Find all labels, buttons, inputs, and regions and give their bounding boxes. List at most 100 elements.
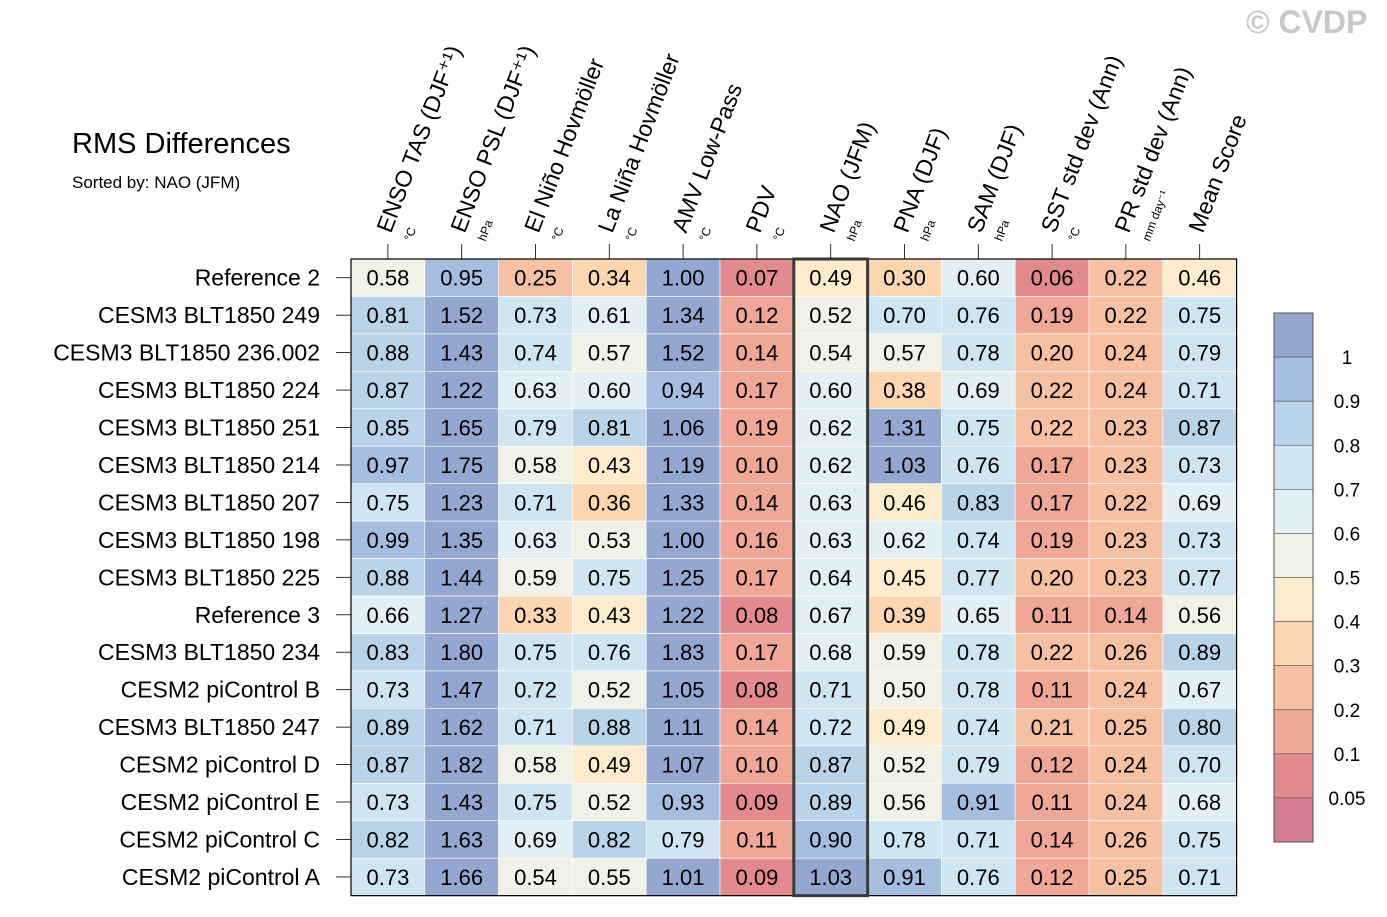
cell-value-label: 0.46 bbox=[883, 490, 926, 515]
cell-value-label: 0.71 bbox=[809, 678, 852, 703]
column-label: SAM (DJF) bbox=[962, 120, 1027, 235]
row-label: CESM2 piControl A bbox=[122, 864, 321, 890]
cell-value-label: 0.87 bbox=[366, 378, 409, 403]
cell-value-label: 0.24 bbox=[1104, 378, 1147, 403]
heatmap-cell bbox=[498, 820, 573, 859]
colorbar-segment bbox=[1273, 533, 1314, 578]
heatmap-cell bbox=[867, 296, 942, 335]
heatmap-cell bbox=[1162, 745, 1237, 784]
heatmap-cell bbox=[941, 333, 1016, 372]
heatmap-cell bbox=[645, 445, 721, 485]
heatmap-cell bbox=[793, 595, 868, 634]
cell-value-label: 1.83 bbox=[662, 640, 705, 665]
cell-value-label: 0.62 bbox=[883, 528, 926, 553]
heatmap-cell bbox=[498, 371, 573, 410]
heatmap-cell bbox=[1014, 558, 1090, 597]
cell-value-label: 0.69 bbox=[957, 378, 1000, 403]
cell-value-label: 0.62 bbox=[809, 453, 852, 478]
cell-value-label: 0.72 bbox=[514, 678, 557, 703]
cell-value-label: 0.17 bbox=[1031, 453, 1074, 478]
colorbar-tick-label: 0.7 bbox=[1334, 480, 1360, 501]
cell-value-label: 0.22 bbox=[1031, 416, 1074, 441]
heatmap-cell bbox=[572, 595, 647, 634]
heatmap-cell bbox=[572, 782, 647, 822]
heatmap-cell bbox=[350, 708, 426, 747]
cell-value-label: 0.16 bbox=[735, 528, 778, 553]
heatmap-cell bbox=[1014, 371, 1090, 410]
cell-value-label: 0.87 bbox=[366, 753, 409, 778]
cell-value-label: 0.70 bbox=[1178, 753, 1221, 778]
heatmap-cell bbox=[941, 633, 1016, 672]
cell-value-label: 1.00 bbox=[662, 528, 705, 553]
cell-value-label: 0.73 bbox=[1178, 528, 1221, 553]
cell-value-label: 0.79 bbox=[514, 416, 557, 441]
colorbar-segment bbox=[1273, 709, 1314, 755]
heatmap-cell bbox=[498, 633, 573, 672]
cell-value-label: 0.74 bbox=[957, 528, 1000, 553]
cell-value-label: 0.89 bbox=[1178, 640, 1221, 665]
cell-value-label: 0.58 bbox=[514, 753, 557, 778]
cell-value-label: 0.71 bbox=[1178, 865, 1221, 890]
heatmap-cell bbox=[498, 595, 573, 634]
cell-value-label: 0.17 bbox=[735, 378, 778, 403]
cell-value-label: 0.59 bbox=[514, 565, 557, 590]
cell-value-label: 0.43 bbox=[588, 453, 631, 478]
heatmap-cell bbox=[719, 296, 795, 335]
cell-value-label: 0.68 bbox=[1178, 790, 1221, 815]
colorbar-segment bbox=[1273, 356, 1314, 402]
cell-value-label: 1.75 bbox=[440, 453, 483, 478]
cell-value-label: 1.63 bbox=[440, 827, 483, 852]
cell-value-label: 0.30 bbox=[883, 266, 926, 291]
colorbar-tick-label: 0.8 bbox=[1334, 436, 1360, 457]
cell-value-label: 0.22 bbox=[1104, 266, 1147, 291]
cell-value-label: 0.82 bbox=[366, 827, 409, 852]
cell-value-label: 0.93 bbox=[662, 790, 705, 815]
heatmap-cell bbox=[1014, 708, 1090, 747]
cell-value-label: 0.78 bbox=[957, 341, 1000, 366]
cell-value-label: 0.24 bbox=[1104, 753, 1147, 778]
cell-value-label: 0.17 bbox=[735, 565, 778, 590]
heatmap-cell bbox=[645, 708, 721, 747]
heatmap-cell bbox=[498, 782, 573, 822]
cell-value-label: 0.76 bbox=[957, 303, 1000, 328]
cell-value-label: 0.20 bbox=[1031, 341, 1074, 366]
cell-value-label: 0.50 bbox=[883, 678, 926, 703]
heatmap-cell bbox=[719, 483, 795, 522]
cell-value-label: 0.78 bbox=[883, 827, 926, 852]
heatmap-cell bbox=[572, 558, 647, 597]
heatmap-cell bbox=[793, 296, 868, 335]
cell-value-label: 0.78 bbox=[957, 678, 1000, 703]
colorbar-tick-label: 0.05 bbox=[1329, 789, 1366, 810]
heatmap-cell bbox=[719, 445, 795, 485]
cell-value-label: 1.31 bbox=[883, 416, 926, 441]
heatmap-cell bbox=[941, 670, 1016, 709]
heatmap-cell bbox=[867, 633, 942, 672]
cell-value-label: 0.75 bbox=[957, 416, 1000, 441]
chart-title: RMS Differences bbox=[72, 128, 291, 160]
heatmap-cell bbox=[1014, 595, 1090, 634]
copyright-watermark: © CVDP bbox=[1246, 4, 1368, 40]
cell-value-label: 0.22 bbox=[1104, 303, 1147, 328]
cell-value-label: 0.88 bbox=[366, 565, 409, 590]
heatmap-cell bbox=[424, 820, 499, 859]
heatmap-cell bbox=[350, 782, 426, 822]
column-unit-label: °C bbox=[1065, 225, 1083, 243]
heatmap-cell bbox=[1088, 595, 1164, 634]
heatmap-cell bbox=[1162, 333, 1237, 372]
heatmap-cell bbox=[350, 595, 426, 634]
cell-value-label: 0.88 bbox=[366, 341, 409, 366]
cell-value-label: 0.11 bbox=[736, 827, 777, 852]
heatmap-cell bbox=[1088, 333, 1164, 372]
cell-value-label: 0.53 bbox=[588, 528, 631, 553]
heatmap-cell bbox=[424, 520, 499, 559]
cell-value-label: 0.63 bbox=[514, 528, 557, 553]
heatmap-cell bbox=[719, 633, 795, 672]
heatmap-cell bbox=[1088, 296, 1164, 335]
heatmap-cell bbox=[498, 483, 573, 522]
cell-value-label: 0.22 bbox=[1104, 490, 1147, 515]
heatmap-cell bbox=[867, 708, 942, 747]
cell-value-label: 0.70 bbox=[883, 303, 926, 328]
cell-value-label: 1.23 bbox=[440, 490, 483, 515]
row-label: Reference 2 bbox=[195, 265, 320, 291]
heatmap-cell bbox=[645, 857, 721, 896]
